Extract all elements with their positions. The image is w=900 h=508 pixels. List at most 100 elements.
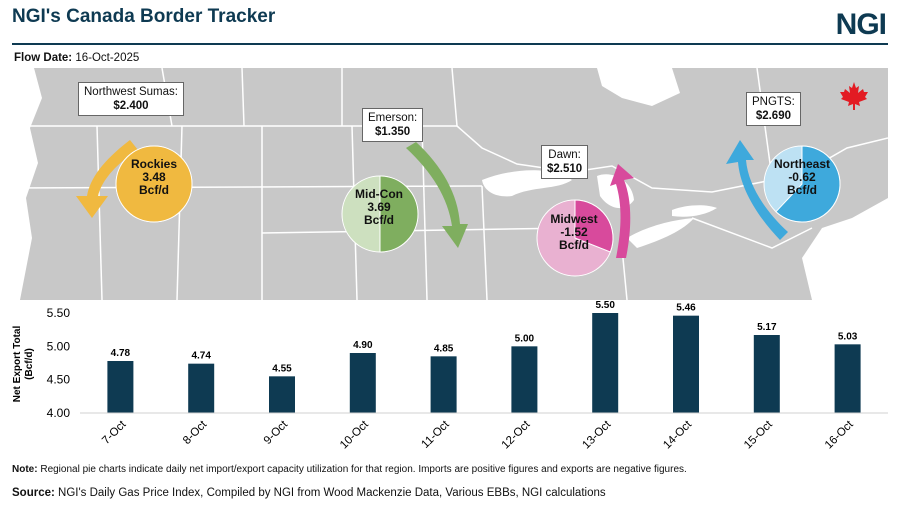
bar-value-label: 4.85 (434, 343, 454, 354)
province-border-1 (241, 68, 245, 127)
callout-emerson: Emerson: $1.350 (362, 108, 424, 142)
x-tick-label: 13-Oct (580, 418, 613, 451)
x-ticks: 7-Oct 8-Oct 9-Oct 10-Oct 11-Oct 12-Oct 13-Oct 1… (100, 418, 856, 451)
midwest-arrow-icon (610, 164, 634, 258)
midcon-arrow-icon (406, 142, 468, 248)
bar (430, 356, 457, 413)
region-name: Northeast (773, 157, 830, 171)
bar-value-label: 4.74 (191, 351, 211, 362)
callout-price: $2.510 (547, 163, 583, 175)
x-tick-label: 7-Oct (100, 418, 129, 447)
bar (511, 346, 538, 413)
y-tick-label: 4.00 (47, 406, 71, 420)
region-value: 3.69 (367, 200, 391, 214)
lake-erie (627, 218, 694, 248)
pie-slice (115, 145, 193, 223)
page-title: NGI's Canada Border Tracker (12, 6, 276, 27)
title-divider (12, 43, 888, 45)
province-border-4 (451, 68, 458, 127)
region-unit: Bcf/d (559, 238, 589, 252)
region-name: Mid-Con (355, 187, 403, 201)
pie-label-midwest: Midwest -1.52 Bcf/d (534, 213, 614, 252)
state-border-8 (481, 185, 488, 300)
bar-value-label: 5.03 (838, 331, 858, 342)
lake-ontario (672, 205, 717, 217)
region-name: Midwest (550, 212, 598, 226)
bar-value-label: 5.17 (757, 322, 777, 333)
callout-price: $2.400 (113, 100, 149, 112)
bar (753, 335, 780, 413)
bar-value-label: 4.55 (272, 363, 292, 374)
y-ticks: 4.00 4.50 5.00 5.50 (47, 306, 71, 420)
pie-label-northeast: Northeast -0.62 Bcf/d (762, 158, 842, 197)
x-tick-label: 9-Oct (262, 418, 291, 447)
y-axis-label-line-1: Net Export Total (12, 326, 23, 403)
region-pies (115, 145, 841, 277)
region-value: -0.62 (788, 170, 816, 184)
callout-price: $2.690 (755, 110, 791, 122)
bar (188, 363, 215, 413)
callout-name: PNGTS: (752, 96, 795, 108)
bar (349, 353, 376, 413)
pie-label-midcon: Mid-Con 3.69 Bcf/d (339, 188, 419, 227)
ngi-logo: NGI (835, 8, 887, 41)
callout-northwest-sumas: Northwest Sumas: $2.400 (78, 82, 184, 116)
region-unit: Bcf/d (787, 183, 817, 197)
callout-price: $1.350 (375, 126, 411, 138)
callout-pngts: PNGTS: $2.690 (746, 92, 801, 126)
bar (107, 361, 134, 413)
state-border-2 (176, 125, 183, 300)
bar-value-label: 4.78 (111, 348, 131, 359)
bar-value-label: 5.46 (676, 303, 696, 314)
source-label: Source: (12, 487, 55, 499)
bars: 4.78 4.74 4.55 4.90 4.85 5.00 5.50 5.46 5.17 5.03 (107, 300, 861, 413)
bar (673, 315, 699, 413)
region-value: 3.48 (142, 170, 166, 184)
bar-value-label: 5.00 (515, 333, 535, 344)
state-border-10 (691, 217, 813, 249)
hudson-bay (597, 68, 680, 106)
x-tick-label: 10-Oct (338, 418, 371, 451)
net-export-chart: Net Export Total (Bcf/d) 4.00 4.50 5.00 5.5… (12, 300, 888, 452)
border-map: Northwest Sumas: $2.400 Emerson: $1.350 … (12, 68, 888, 300)
x-tick-label: 16-Oct (823, 418, 856, 451)
pie-slice (775, 145, 841, 223)
region-unit: Bcf/d (139, 183, 169, 197)
rockies-arrow-icon (76, 140, 138, 218)
flow-date-value: 16-Oct-2025 (75, 52, 140, 64)
y-tick-label: 5.50 (47, 306, 71, 320)
bar-value-label: 4.90 (353, 340, 373, 351)
northeast-arrow-icon (726, 140, 788, 240)
bar (592, 313, 619, 413)
bar (834, 344, 861, 413)
flow-date-label: Flow Date: (14, 52, 73, 64)
state-border-1 (96, 125, 103, 300)
atlantic-ocean (802, 198, 888, 300)
bar (269, 376, 295, 413)
note-text: Regional pie charts indicate daily net i… (37, 464, 687, 475)
x-tick-label: 11-Oct (419, 418, 452, 451)
pie-slice (379, 175, 419, 253)
x-tick-label: 8-Oct (181, 418, 210, 447)
flow-date: Flow Date: 16-Oct-2025 (14, 52, 139, 64)
maple-leaf-icon (838, 80, 870, 112)
region-value: -1.52 (560, 225, 588, 239)
footnote: Note: Regional pie charts indicate daily… (12, 464, 687, 475)
callout-dawn: Dawn: $2.510 (541, 145, 589, 179)
flow-arrows (76, 140, 788, 258)
callout-name: Northwest Sumas: (84, 86, 178, 98)
pie-label-rockies: Rockies 3.48 Bcf/d (114, 158, 194, 197)
source-text: NGI's Daily Gas Price Index, Compiled by… (54, 487, 606, 499)
callout-name: Emerson: (368, 112, 418, 124)
x-tick-label: 12-Oct (500, 418, 533, 451)
bar-value-label: 5.50 (595, 300, 615, 311)
callout-name: Dawn: (548, 149, 581, 161)
x-tick-label: 15-Oct (742, 418, 775, 451)
pie-slice (574, 199, 614, 253)
source-line: Source: NGI's Daily Gas Price Index, Com… (12, 487, 606, 499)
region-unit: Bcf/d (364, 213, 394, 227)
note-label: Note: (12, 464, 38, 475)
y-tick-label: 4.50 (47, 373, 71, 387)
region-name: Rockies (130, 157, 178, 171)
y-axis-label: Net Export Total (Bcf/d) (12, 326, 35, 403)
